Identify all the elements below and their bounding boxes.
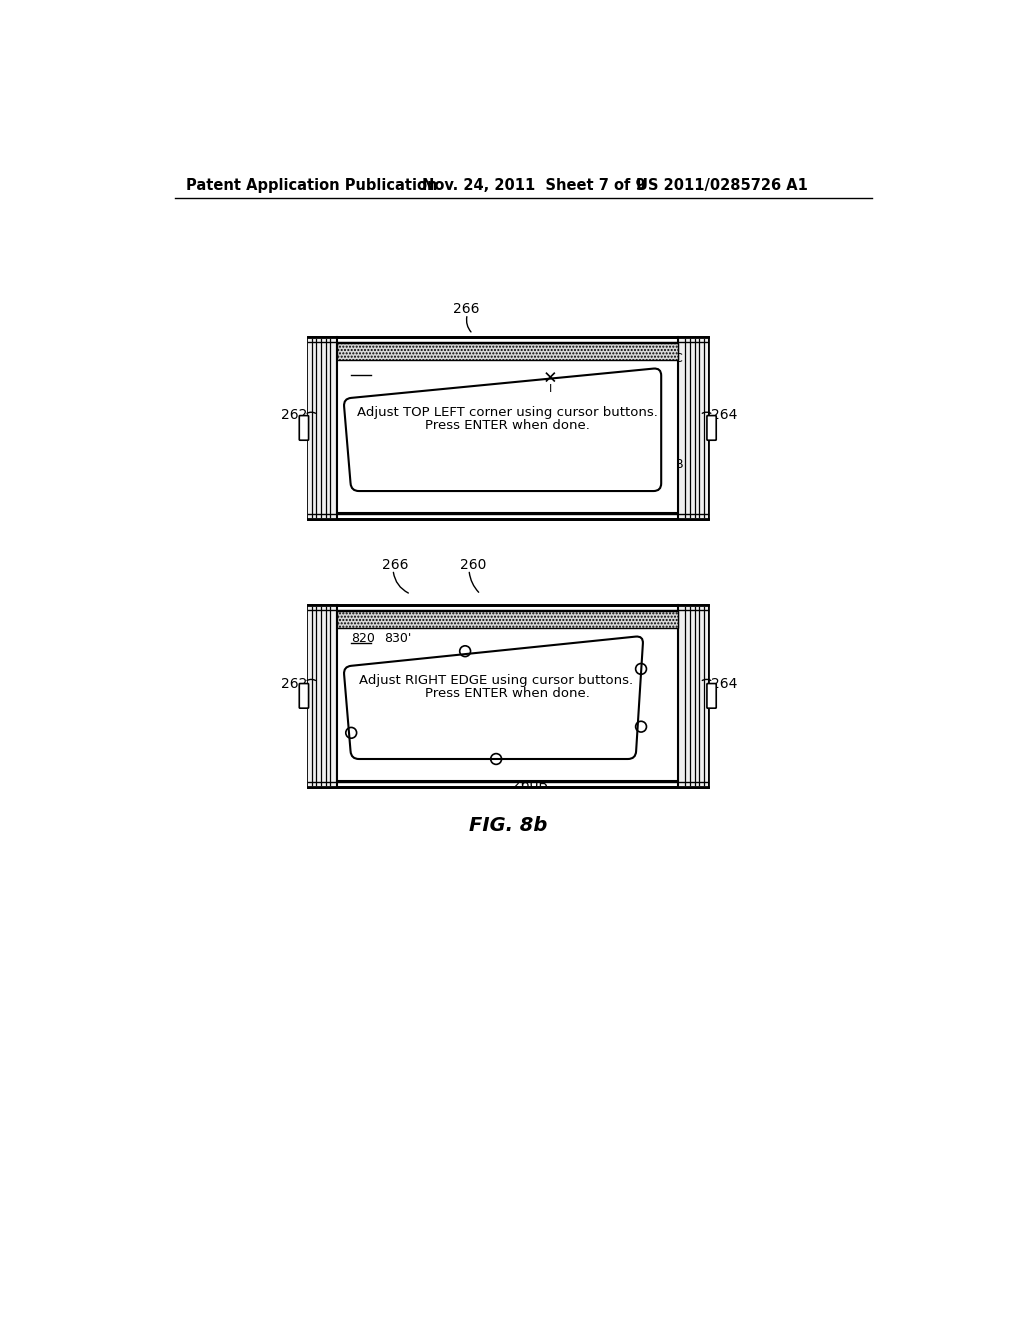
Text: 830: 830 <box>384 364 408 378</box>
Text: 830': 830' <box>384 632 411 645</box>
Text: 262: 262 <box>281 677 307 690</box>
Text: 260B: 260B <box>512 779 548 792</box>
Bar <box>308 605 337 787</box>
Text: Adjust RIGHT EDGE using cursor buttons.: Adjust RIGHT EDGE using cursor buttons. <box>359 675 633 686</box>
Bar <box>337 611 678 780</box>
Text: B: B <box>675 458 684 471</box>
Text: D': D' <box>369 672 381 685</box>
Text: 260: 260 <box>460 558 486 572</box>
Text: A': A' <box>355 742 367 755</box>
Text: A: A <box>355 474 364 487</box>
Text: Nov. 24, 2011  Sheet 7 of 9: Nov. 24, 2011 Sheet 7 of 9 <box>423 178 646 193</box>
Text: 837: 837 <box>650 717 674 730</box>
Text: 820: 820 <box>351 632 375 645</box>
Text: Press ENTER when done.: Press ENTER when done. <box>425 686 590 700</box>
Bar <box>337 343 678 512</box>
Bar <box>308 337 708 519</box>
Text: 835': 835' <box>519 705 547 718</box>
Text: Press ENTER when done.: Press ENTER when done. <box>425 418 590 432</box>
Text: 839: 839 <box>360 738 384 751</box>
Text: 264: 264 <box>711 408 737 422</box>
Text: I: I <box>549 384 552 395</box>
Bar <box>308 605 708 787</box>
Bar <box>337 611 678 628</box>
Text: FIG. 8a: FIG. 8a <box>469 496 547 516</box>
Text: US 2011/0285726 A1: US 2011/0285726 A1 <box>636 178 808 193</box>
FancyBboxPatch shape <box>707 684 716 708</box>
Text: C': C' <box>655 620 668 634</box>
FancyBboxPatch shape <box>299 416 308 441</box>
Text: 262: 262 <box>281 408 307 422</box>
FancyBboxPatch shape <box>707 416 716 441</box>
Text: Adjust TOP LEFT corner using cursor buttons.: Adjust TOP LEFT corner using cursor butt… <box>357 407 658 418</box>
Text: B': B' <box>649 726 662 739</box>
Text: 836: 836 <box>458 767 481 779</box>
Text: 266: 266 <box>382 558 409 572</box>
Bar <box>308 337 337 519</box>
Bar <box>678 337 708 519</box>
Bar <box>678 605 708 787</box>
FancyBboxPatch shape <box>299 684 308 708</box>
Text: D: D <box>367 404 377 417</box>
Text: C: C <box>674 352 682 366</box>
Text: 266: 266 <box>454 301 480 315</box>
Bar <box>337 343 678 360</box>
Text: 264: 264 <box>711 677 737 690</box>
Text: 838: 838 <box>649 659 673 672</box>
Text: FIG. 8b: FIG. 8b <box>469 817 547 836</box>
Text: 820: 820 <box>351 364 375 378</box>
Text: Patent Application Publication: Patent Application Publication <box>186 178 437 193</box>
Text: 835: 835 <box>519 437 544 450</box>
